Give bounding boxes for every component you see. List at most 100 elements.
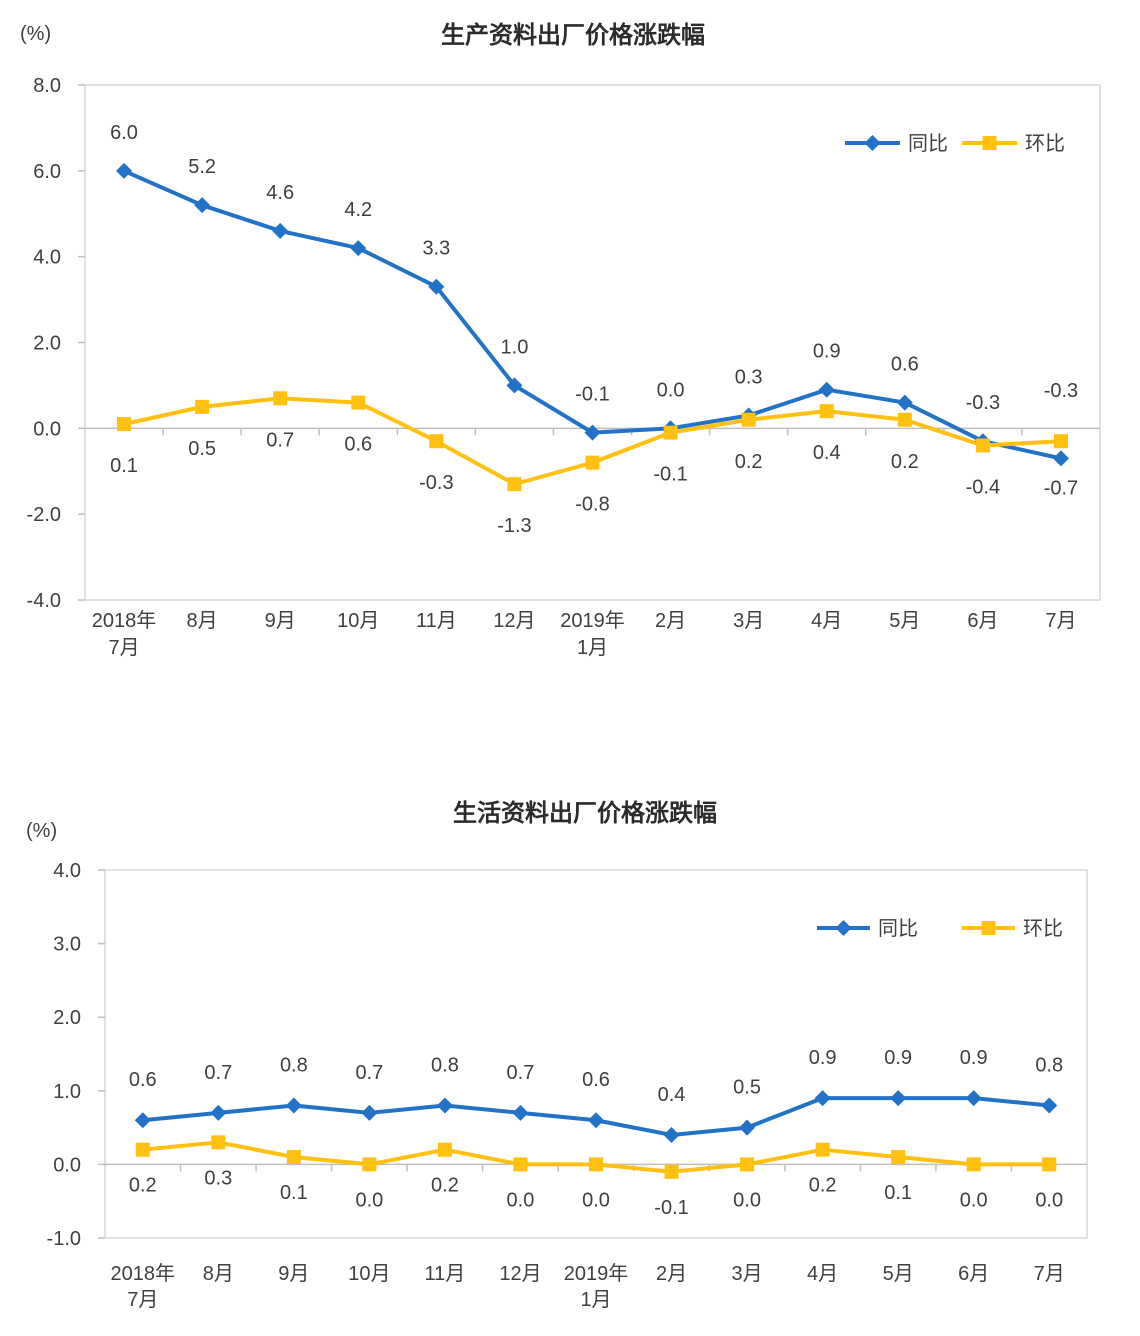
data-point-label: -0.8 — [575, 494, 609, 516]
data-point-marker-square — [195, 399, 210, 414]
y-axis-label: -2.0 — [27, 504, 61, 526]
data-point-label: 0.9 — [809, 1047, 837, 1069]
data-point-label: 0.2 — [129, 1175, 157, 1197]
y-axis-label: 4.0 — [33, 247, 61, 269]
x-axis-label: 5月 — [889, 610, 920, 632]
data-point-label: 3.3 — [422, 238, 450, 260]
data-point-label: -0.3 — [419, 472, 453, 494]
x-axis-label: 2月 — [655, 610, 686, 632]
x-axis-label: 7月 — [127, 1289, 158, 1311]
plot-frame — [84, 84, 1101, 601]
data-point-label: 0.6 — [344, 434, 372, 456]
x-axis-label: 7月 — [1045, 610, 1076, 632]
data-point-label: 0.1 — [110, 455, 138, 477]
data-point-marker-square — [362, 1157, 377, 1172]
data-point-label: 0.7 — [204, 1062, 232, 1084]
legend-label: 同比 — [908, 132, 948, 155]
data-point-marker-square — [966, 1157, 981, 1172]
x-axis-label: 3月 — [733, 610, 764, 632]
y-axis-label: 2.0 — [53, 1007, 81, 1029]
data-point-label: 0.3 — [204, 1167, 232, 1189]
data-point-marker-square — [1053, 434, 1068, 449]
data-point-marker-diamond — [663, 1126, 680, 1143]
data-point-label: 0.9 — [884, 1047, 912, 1069]
x-axis-label: 1月 — [580, 1289, 611, 1311]
x-axis-label: 8月 — [187, 610, 218, 632]
data-point-marker-square — [1042, 1157, 1057, 1172]
data-point-marker-diamond — [584, 424, 601, 441]
data-point-label: -0.3 — [966, 392, 1000, 414]
x-axis-label: 6月 — [958, 1263, 989, 1285]
x-axis-label: 4月 — [807, 1263, 838, 1285]
data-point-marker-square — [897, 412, 912, 427]
data-point-marker-square — [585, 455, 600, 470]
data-point-label: 0.0 — [507, 1189, 535, 1211]
y-axis-label: 6.0 — [33, 161, 61, 183]
data-point-label: 0.8 — [431, 1055, 459, 1077]
data-point-marker-square — [513, 1157, 528, 1172]
data-point-marker-square — [211, 1135, 226, 1150]
data-point-marker-diamond — [814, 1090, 831, 1107]
data-point-label: 4.2 — [344, 199, 372, 221]
legend-marker-diamond — [864, 135, 881, 151]
x-axis-label: 7月 — [108, 637, 139, 659]
data-point-marker-diamond — [965, 1090, 982, 1107]
chart-title: 生产资料出厂价格涨跌幅 — [441, 21, 705, 49]
data-point-marker-square — [740, 1157, 755, 1172]
data-point-label: -1.3 — [497, 515, 531, 537]
data-point-label: 0.6 — [582, 1069, 610, 1091]
y-axis-label: 2.0 — [33, 333, 61, 355]
series-line-同比 — [122, 168, 1063, 461]
data-point-label: -0.3 — [1044, 380, 1078, 402]
legend-label: 同比 — [878, 917, 918, 940]
data-point-label: 6.0 — [110, 122, 138, 144]
legend-label: 环比 — [1023, 917, 1063, 940]
data-point-marker-diamond — [896, 394, 913, 411]
y-axis-label: 3.0 — [53, 934, 81, 956]
data-point-marker-square — [664, 1164, 679, 1179]
data-point-label: 0.1 — [884, 1182, 912, 1204]
data-point-marker-diamond — [116, 162, 133, 179]
x-axis-label: 1月 — [577, 637, 608, 659]
data-point-marker-square — [589, 1157, 603, 1172]
data-point-marker-diamond — [818, 381, 835, 398]
data-point-marker-square — [437, 1142, 452, 1157]
data-point-label: 0.8 — [280, 1055, 308, 1077]
y-axis-unit-label: (%) — [26, 820, 57, 842]
chart-0: 生产资料出厂价格涨跌幅 (%) 8.0 6.0 4.0 2.0 0.0 -2.0 -4.0 201… — [20, 21, 1101, 659]
data-point-marker-square — [507, 477, 522, 492]
data-point-marker-square — [891, 1150, 906, 1165]
data-point-label: -0.1 — [575, 384, 609, 406]
data-point-marker-square — [429, 434, 444, 449]
data-point-marker-square — [741, 412, 756, 427]
data-point-label: 0.5 — [733, 1077, 761, 1099]
data-point-label: 0.4 — [658, 1084, 686, 1106]
data-point-label: 0.2 — [735, 451, 763, 473]
data-point-label: 0.9 — [813, 341, 841, 363]
chart-title: 生活资料出厂价格涨跌幅 — [453, 800, 717, 827]
data-point-label: 0.0 — [582, 1189, 610, 1211]
data-point-label: 0.4 — [813, 442, 841, 464]
data-point-marker-diamond — [361, 1104, 378, 1121]
x-axis-label: 7月 — [1034, 1263, 1065, 1285]
legend-marker-square — [982, 136, 997, 150]
data-point-label: 0.5 — [188, 438, 216, 460]
legend-marker-square — [981, 921, 996, 935]
legend-marker-diamond — [835, 920, 852, 936]
data-point-marker-diamond — [134, 1112, 151, 1129]
data-point-label: -0.1 — [654, 1197, 688, 1219]
x-axis-label: 2019年 — [564, 1262, 629, 1285]
x-axis-label: 3月 — [732, 1263, 763, 1285]
legend-label: 环比 — [1025, 132, 1065, 155]
data-point-marker-square — [351, 395, 366, 410]
x-axis-label: 2018年 — [111, 1262, 176, 1285]
data-point-label: 1.0 — [501, 336, 529, 358]
data-point-label: 0.9 — [960, 1047, 988, 1069]
data-point-label: 4.6 — [266, 182, 294, 204]
data-point-label: -0.4 — [966, 477, 1000, 499]
data-point-label: 0.0 — [1035, 1189, 1063, 1211]
data-point-marker-diamond — [890, 1090, 907, 1107]
data-point-label: 0.6 — [129, 1069, 157, 1091]
x-axis-label: 4月 — [811, 610, 842, 632]
